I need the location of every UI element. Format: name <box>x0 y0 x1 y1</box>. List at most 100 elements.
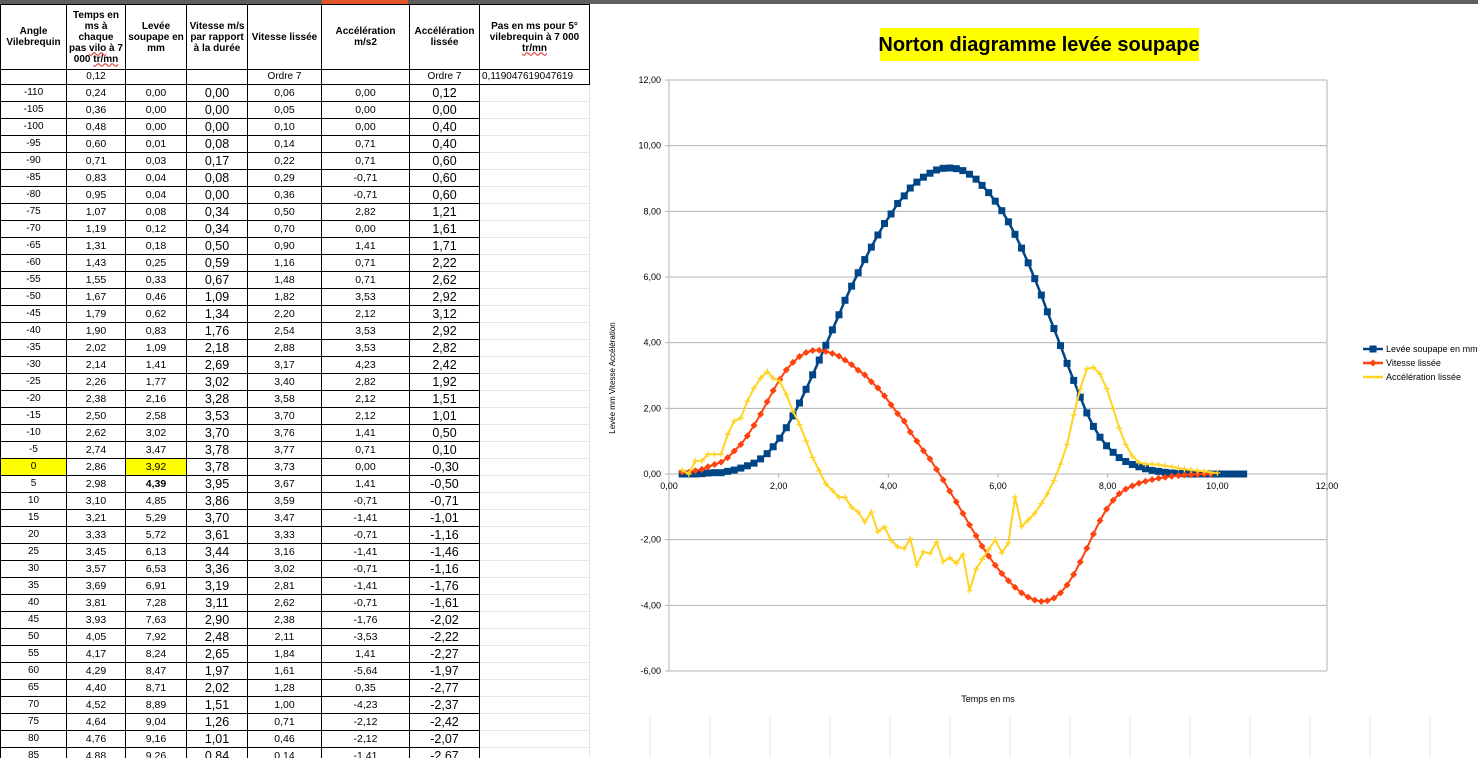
table-cell[interactable]: 1,09 <box>125 339 187 357</box>
table-cell[interactable]: 3,70 <box>186 509 248 527</box>
table-cell[interactable]: 0,06 <box>247 84 322 102</box>
table-cell[interactable]: 3,76 <box>247 424 322 442</box>
table-cell[interactable]: -2,02 <box>409 611 480 629</box>
table-cell[interactable]: 3,67 <box>247 475 322 493</box>
table-cell[interactable]: 0,29 <box>247 169 322 187</box>
table-cell[interactable]: 3,70 <box>247 407 322 425</box>
table-cell[interactable]: 0,50 <box>247 203 322 221</box>
table-cell[interactable]: 3,17 <box>247 356 322 374</box>
table-cell[interactable]: 9,26 <box>125 747 187 758</box>
table-cell[interactable]: -2,12 <box>321 730 410 748</box>
table-cell[interactable]: 2,02 <box>186 679 248 697</box>
table-cell[interactable]: 2,98 <box>66 475 126 493</box>
table-cell[interactable]: 45 <box>0 611 67 629</box>
table-cell[interactable]: 4,76 <box>66 730 126 748</box>
table-cell[interactable]: 2,88 <box>247 339 322 357</box>
table-cell[interactable]: 1,92 <box>409 373 480 391</box>
cell-ordre-acceleration[interactable]: Ordre 7 <box>409 69 480 85</box>
table-cell[interactable]: 8,24 <box>125 645 187 663</box>
table-cell[interactable]: 8,89 <box>125 696 187 714</box>
table-cell[interactable]: 1,82 <box>247 288 322 306</box>
table-cell[interactable]: 1,21 <box>409 203 480 221</box>
table-cell[interactable]: -40 <box>0 322 67 340</box>
table-cell[interactable]: 0,12 <box>125 220 187 238</box>
table-cell[interactable]: 1,16 <box>247 254 322 272</box>
table-cell[interactable]: 0,36 <box>66 101 126 119</box>
table-cell[interactable]: 0,00 <box>321 220 410 238</box>
table-cell[interactable]: 2,42 <box>409 356 480 374</box>
table-cell[interactable] <box>479 696 590 714</box>
table-cell[interactable] <box>479 118 590 136</box>
table-cell[interactable]: 9,04 <box>125 713 187 731</box>
table-cell[interactable]: 0,71 <box>321 254 410 272</box>
table-cell[interactable] <box>479 186 590 204</box>
table-cell[interactable]: 0,10 <box>247 118 322 136</box>
table-cell[interactable]: 3,59 <box>247 492 322 510</box>
table-cell[interactable]: 35 <box>0 577 67 595</box>
table-cell[interactable]: 4,40 <box>66 679 126 697</box>
table-cell[interactable]: 3,02 <box>247 560 322 578</box>
table-cell[interactable]: 2,14 <box>66 356 126 374</box>
table-cell[interactable]: 2,62 <box>247 594 322 612</box>
table-cell[interactable]: -1,61 <box>409 594 480 612</box>
table-cell[interactable]: 2,90 <box>186 611 248 629</box>
table-cell[interactable]: 0,08 <box>186 135 248 153</box>
cell[interactable] <box>186 69 248 85</box>
table-cell[interactable]: 0,00 <box>186 118 248 136</box>
table-cell[interactable]: 4,88 <box>66 747 126 758</box>
table-cell[interactable]: -2,77 <box>409 679 480 697</box>
table-cell[interactable]: 3,93 <box>66 611 126 629</box>
table-cell[interactable]: 0,71 <box>66 152 126 170</box>
table-cell[interactable] <box>479 713 590 731</box>
table-cell[interactable]: -0,71 <box>321 169 410 187</box>
table-cell[interactable]: 3,10 <box>66 492 126 510</box>
table-cell[interactable]: 0,60 <box>409 186 480 204</box>
table-cell[interactable]: -75 <box>0 203 67 221</box>
table-cell[interactable]: -65 <box>0 237 67 255</box>
table-cell[interactable]: 3,12 <box>409 305 480 323</box>
table-cell[interactable]: 7,28 <box>125 594 187 612</box>
table-cell[interactable]: 3,78 <box>186 441 248 459</box>
table-cell[interactable]: -2,12 <box>321 713 410 731</box>
table-cell[interactable]: 15 <box>0 509 67 527</box>
table-cell[interactable]: 1,61 <box>247 662 322 680</box>
cell[interactable] <box>321 69 410 85</box>
table-cell[interactable] <box>479 237 590 255</box>
table-cell[interactable]: 3,33 <box>66 526 126 544</box>
table-cell[interactable]: 3,77 <box>247 441 322 459</box>
table-cell[interactable]: 0,60 <box>66 135 126 153</box>
table-cell[interactable]: 0,08 <box>186 169 248 187</box>
table-cell[interactable]: -10 <box>0 424 67 442</box>
table-cell[interactable]: 2,58 <box>125 407 187 425</box>
table-cell[interactable]: 0,40 <box>409 135 480 153</box>
header-acceleration[interactable]: Accélération m/s2 <box>321 4 410 70</box>
table-cell[interactable]: 2,54 <box>247 322 322 340</box>
table-cell[interactable]: 3,21 <box>66 509 126 527</box>
table-cell[interactable]: 4,05 <box>66 628 126 646</box>
table-cell[interactable]: 0,33 <box>125 271 187 289</box>
header-acceleration-lissee[interactable]: Accélération lissée <box>409 4 480 70</box>
table-cell[interactable]: 0,03 <box>125 152 187 170</box>
table-cell[interactable]: 5,72 <box>125 526 187 544</box>
table-cell[interactable]: 0,59 <box>186 254 248 272</box>
table-cell[interactable]: 3,02 <box>186 373 248 391</box>
table-cell[interactable]: 0,01 <box>125 135 187 153</box>
table-cell[interactable]: 1,71 <box>409 237 480 255</box>
table-cell[interactable]: 3,86 <box>186 492 248 510</box>
table-cell[interactable]: -2,67 <box>409 747 480 758</box>
table-cell[interactable]: 6,91 <box>125 577 187 595</box>
table-cell[interactable]: 2,82 <box>409 339 480 357</box>
table-cell[interactable]: 8,47 <box>125 662 187 680</box>
cell-pas-value[interactable]: 0,119047619047619 <box>479 69 590 85</box>
table-cell[interactable]: -110 <box>0 84 67 102</box>
table-cell[interactable]: 0,00 <box>321 101 410 119</box>
table-cell[interactable]: 1,19 <box>66 220 126 238</box>
table-cell[interactable]: -45 <box>0 305 67 323</box>
table-cell[interactable]: -1,41 <box>321 543 410 561</box>
table-cell[interactable] <box>479 730 590 748</box>
table-cell[interactable]: 0,71 <box>247 713 322 731</box>
table-cell[interactable]: 0,22 <box>247 152 322 170</box>
table-cell[interactable]: 3,58 <box>247 390 322 408</box>
table-cell[interactable]: 1,43 <box>66 254 126 272</box>
table-cell[interactable]: 2,20 <box>247 305 322 323</box>
